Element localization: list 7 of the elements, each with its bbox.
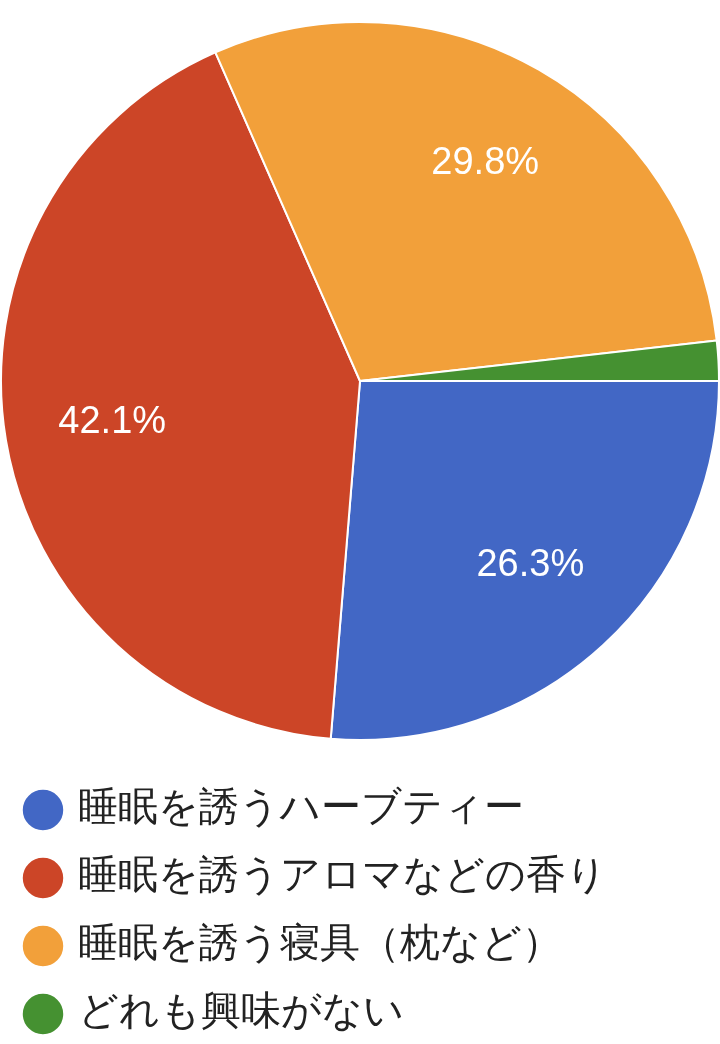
data-label: 26.3% bbox=[476, 542, 585, 585]
legend-label: 睡眠を誘うハーブティー bbox=[78, 783, 524, 830]
data-label: 29.8% bbox=[431, 139, 540, 182]
data-label: 42.1% bbox=[58, 399, 167, 442]
legend-label: 睡眠を誘う寝具（枕など） bbox=[78, 919, 562, 966]
legend-label: どれも興味がない bbox=[78, 987, 404, 1034]
legend-label: 睡眠を誘うアロマなどの香り bbox=[78, 851, 607, 898]
